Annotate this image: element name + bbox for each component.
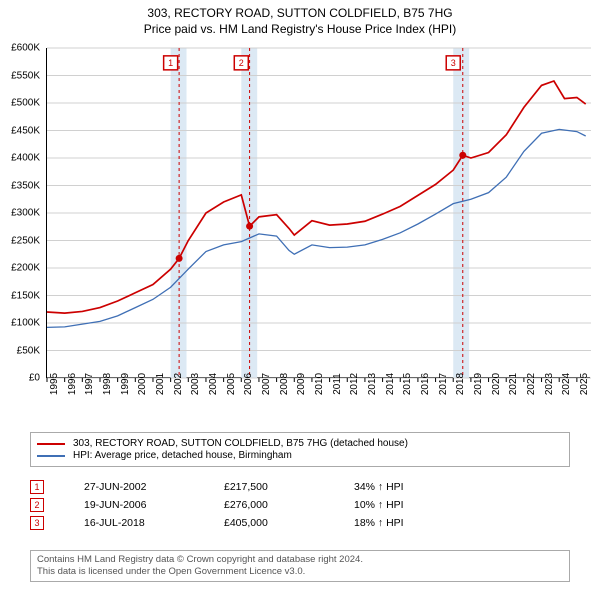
xtick-label: 2007 bbox=[261, 373, 272, 395]
svg-text:2: 2 bbox=[239, 58, 244, 68]
chart-page: 303, RECTORY ROAD, SUTTON COLDFIELD, B75… bbox=[0, 0, 600, 590]
xtick-label: 2023 bbox=[544, 373, 555, 395]
sale-price: £276,000 bbox=[224, 499, 314, 511]
xtick-label: 2011 bbox=[332, 373, 343, 395]
attribution-line2: This data is licensed under the Open Gov… bbox=[37, 566, 563, 578]
sale-delta: 34% ↑ HPI bbox=[354, 481, 404, 493]
sale-marker: 2 bbox=[30, 498, 44, 512]
legend-row: HPI: Average price, detached house, Birm… bbox=[37, 450, 563, 461]
xtick-label: 2000 bbox=[137, 373, 148, 395]
xtick-label: 2013 bbox=[367, 373, 378, 395]
svg-text:3: 3 bbox=[451, 58, 456, 68]
xtick-label: 1996 bbox=[67, 373, 78, 395]
xtick-label: 2003 bbox=[190, 373, 201, 395]
sale-delta: 10% ↑ HPI bbox=[354, 499, 404, 511]
xtick-label: 2012 bbox=[349, 373, 360, 395]
sale-point bbox=[246, 223, 253, 230]
marker-2: 2 bbox=[234, 56, 248, 70]
series-subject bbox=[47, 81, 586, 313]
xtick-label: 2022 bbox=[526, 373, 537, 395]
xtick-label: 2002 bbox=[173, 373, 184, 395]
plot-region: 1 2 3 bbox=[46, 48, 590, 378]
sale-date: 27-JUN-2002 bbox=[84, 481, 184, 493]
ytick-label: £300K bbox=[0, 208, 40, 219]
sales-table: 1 27-JUN-2002 £217,500 34% ↑ HPI 2 19-JUN-200… bbox=[30, 476, 570, 534]
xtick-label: 2015 bbox=[402, 373, 413, 395]
sale-point bbox=[459, 152, 466, 159]
xtick-label: 1997 bbox=[84, 373, 95, 395]
xtick-label: 2009 bbox=[296, 373, 307, 395]
xtick-label: 2001 bbox=[155, 373, 166, 395]
ytick-label: £500K bbox=[0, 98, 40, 109]
ytick-label: £600K bbox=[0, 43, 40, 54]
ytick-label: £0 bbox=[0, 373, 40, 384]
xtick-label: 2021 bbox=[508, 373, 519, 395]
chart-title: 303, RECTORY ROAD, SUTTON COLDFIELD, B75… bbox=[0, 0, 600, 22]
ytick-label: £550K bbox=[0, 70, 40, 81]
sale-marker: 1 bbox=[30, 480, 44, 494]
xtick-label: 2005 bbox=[226, 373, 237, 395]
legend: 303, RECTORY ROAD, SUTTON COLDFIELD, B75… bbox=[30, 432, 570, 467]
sale-row: 3 16-JUL-2018 £405,000 18% ↑ HPI bbox=[30, 516, 570, 530]
chart-subtitle: Price paid vs. HM Land Registry's House … bbox=[0, 22, 600, 38]
xtick-label: 1999 bbox=[120, 373, 131, 395]
sale-delta: 18% ↑ HPI bbox=[354, 517, 404, 529]
svg-text:1: 1 bbox=[168, 58, 173, 68]
ytick-label: £400K bbox=[0, 153, 40, 164]
sale-price: £217,500 bbox=[224, 481, 314, 493]
sale-price: £405,000 bbox=[224, 517, 314, 529]
ytick-label: £350K bbox=[0, 180, 40, 191]
ytick-label: £150K bbox=[0, 290, 40, 301]
xtick-label: 1995 bbox=[49, 373, 60, 395]
xtick-label: 2014 bbox=[385, 373, 396, 395]
xtick-label: 2016 bbox=[420, 373, 431, 395]
xtick-label: 2025 bbox=[579, 373, 590, 395]
marker-3: 3 bbox=[446, 56, 460, 70]
ytick-label: £50K bbox=[0, 345, 40, 356]
xtick-label: 2008 bbox=[279, 373, 290, 395]
sale-row: 2 19-JUN-2006 £276,000 10% ↑ HPI bbox=[30, 498, 570, 512]
legend-label: 303, RECTORY ROAD, SUTTON COLDFIELD, B75… bbox=[73, 438, 408, 449]
xtick-label: 2018 bbox=[455, 373, 466, 395]
chart-area: 123 £0£50K£100K£150K£200K£250K£300K£350K… bbox=[46, 48, 590, 408]
attribution: Contains HM Land Registry data © Crown c… bbox=[30, 550, 570, 582]
legend-swatch bbox=[37, 455, 65, 457]
legend-swatch bbox=[37, 443, 65, 445]
xtick-label: 2004 bbox=[208, 373, 219, 395]
legend-label: HPI: Average price, detached house, Birm… bbox=[73, 450, 292, 461]
series-hpi bbox=[47, 129, 586, 327]
legend-row: 303, RECTORY ROAD, SUTTON COLDFIELD, B75… bbox=[37, 438, 563, 449]
ytick-label: £100K bbox=[0, 318, 40, 329]
sale-row: 1 27-JUN-2002 £217,500 34% ↑ HPI bbox=[30, 480, 570, 494]
sale-date: 19-JUN-2006 bbox=[84, 499, 184, 511]
xtick-label: 2017 bbox=[438, 373, 449, 395]
xtick-label: 2006 bbox=[243, 373, 254, 395]
ytick-label: £200K bbox=[0, 263, 40, 274]
attribution-line1: Contains HM Land Registry data © Crown c… bbox=[37, 554, 563, 566]
xtick-label: 2020 bbox=[491, 373, 502, 395]
xtick-label: 1998 bbox=[102, 373, 113, 395]
ytick-label: £250K bbox=[0, 235, 40, 246]
marker-1: 1 bbox=[164, 56, 178, 70]
xtick-label: 2024 bbox=[561, 373, 572, 395]
xtick-label: 2019 bbox=[473, 373, 484, 395]
xtick-label: 2010 bbox=[314, 373, 325, 395]
ytick-label: £450K bbox=[0, 125, 40, 136]
sale-point bbox=[176, 255, 183, 262]
plot-svg: 1 2 3 bbox=[47, 48, 591, 378]
sale-date: 16-JUL-2018 bbox=[84, 517, 184, 529]
sale-marker: 3 bbox=[30, 516, 44, 530]
